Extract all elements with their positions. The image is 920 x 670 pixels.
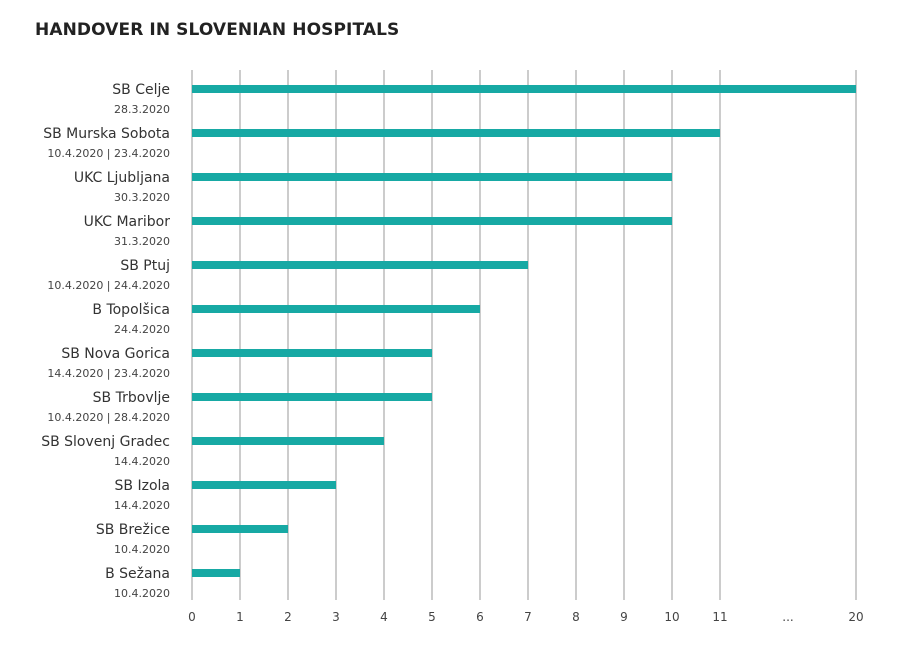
bar-8 bbox=[192, 393, 432, 401]
x-tick-label: 7 bbox=[524, 610, 532, 624]
category-date: 10.4.2020 bbox=[114, 587, 170, 600]
category-date: 14.4.2020 | 23.4.2020 bbox=[47, 367, 170, 380]
category-date: 10.4.2020 bbox=[114, 543, 170, 556]
x-tick-label: 5 bbox=[428, 610, 436, 624]
category-label: SB Ptuj bbox=[120, 258, 170, 274]
bar-9 bbox=[192, 437, 384, 445]
category-date: 14.4.2020 bbox=[114, 455, 170, 468]
x-tick-label: 2 bbox=[284, 610, 292, 624]
x-tick-label: 11 bbox=[712, 610, 727, 624]
category-label: SB Celje bbox=[112, 82, 170, 98]
x-tick-label: 8 bbox=[572, 610, 580, 624]
bar-7 bbox=[192, 349, 432, 357]
x-tick-label: ... bbox=[782, 610, 793, 624]
category-date: 10.4.2020 | 24.4.2020 bbox=[47, 279, 170, 292]
bar-4 bbox=[192, 217, 672, 225]
x-tick-label: 10 bbox=[664, 610, 679, 624]
x-tick-label: 9 bbox=[620, 610, 628, 624]
category-label: B Topolšica bbox=[92, 302, 170, 318]
bar-1 bbox=[192, 85, 856, 93]
bar-10 bbox=[192, 481, 336, 489]
category-date: 31.3.2020 bbox=[114, 235, 170, 248]
category-label: SB Trbovlje bbox=[93, 390, 170, 406]
category-date: 30.3.2020 bbox=[114, 191, 170, 204]
category-date: 24.4.2020 bbox=[114, 323, 170, 336]
category-label: UKC Ljubljana bbox=[74, 170, 170, 186]
category-date: 28.3.2020 bbox=[114, 103, 170, 116]
bar-2 bbox=[192, 129, 720, 137]
category-label: SB Nova Gorica bbox=[61, 346, 170, 362]
category-date: 10.4.2020 | 23.4.2020 bbox=[47, 147, 170, 160]
bar-5 bbox=[192, 261, 528, 269]
category-label: SB Murska Sobota bbox=[43, 126, 170, 142]
x-tick-label: 20 bbox=[848, 610, 863, 624]
x-tick-label: 3 bbox=[332, 610, 340, 624]
category-date: 14.4.2020 bbox=[114, 499, 170, 512]
x-tick-label: 6 bbox=[476, 610, 484, 624]
bar-12 bbox=[192, 569, 240, 577]
category-label: B Sežana bbox=[105, 566, 170, 582]
x-tick-label: 4 bbox=[380, 610, 388, 624]
x-tick-label: 1 bbox=[236, 610, 244, 624]
category-date: 10.4.2020 | 28.4.2020 bbox=[47, 411, 170, 424]
bar-3 bbox=[192, 173, 672, 181]
category-label: SB Slovenj Gradec bbox=[41, 434, 170, 450]
category-label: SB Izola bbox=[115, 478, 170, 494]
bar-11 bbox=[192, 525, 288, 533]
chart-title: HANDOVER IN SLOVENIAN HOSPITALS bbox=[35, 20, 400, 40]
bar-6 bbox=[192, 305, 480, 313]
category-label: SB Brežice bbox=[96, 522, 170, 538]
category-label: UKC Maribor bbox=[84, 214, 171, 230]
x-tick-label: 0 bbox=[188, 610, 196, 624]
